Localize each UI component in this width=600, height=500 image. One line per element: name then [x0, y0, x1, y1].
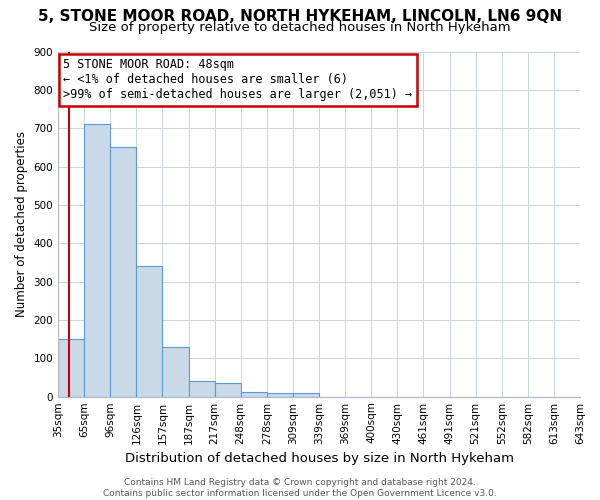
X-axis label: Distribution of detached houses by size in North Hykeham: Distribution of detached houses by size … [125, 452, 514, 465]
Bar [293, 393, 319, 396]
Y-axis label: Number of detached properties: Number of detached properties [15, 131, 28, 317]
Bar [58, 339, 84, 396]
Text: Contains HM Land Registry data © Crown copyright and database right 2024.
Contai: Contains HM Land Registry data © Crown c… [103, 478, 497, 498]
Bar [84, 124, 110, 396]
Text: 5 STONE MOOR ROAD: 48sqm
← <1% of detached houses are smaller (6)
>99% of semi-d: 5 STONE MOOR ROAD: 48sqm ← <1% of detach… [63, 58, 412, 102]
Bar [188, 382, 215, 396]
Bar [110, 148, 136, 396]
Bar [267, 393, 293, 396]
Bar [241, 392, 267, 396]
Text: Size of property relative to detached houses in North Hykeham: Size of property relative to detached ho… [89, 21, 511, 34]
Bar [163, 347, 188, 397]
Bar [215, 384, 241, 396]
Bar [136, 266, 163, 396]
Text: 5, STONE MOOR ROAD, NORTH HYKEHAM, LINCOLN, LN6 9QN: 5, STONE MOOR ROAD, NORTH HYKEHAM, LINCO… [38, 9, 562, 24]
